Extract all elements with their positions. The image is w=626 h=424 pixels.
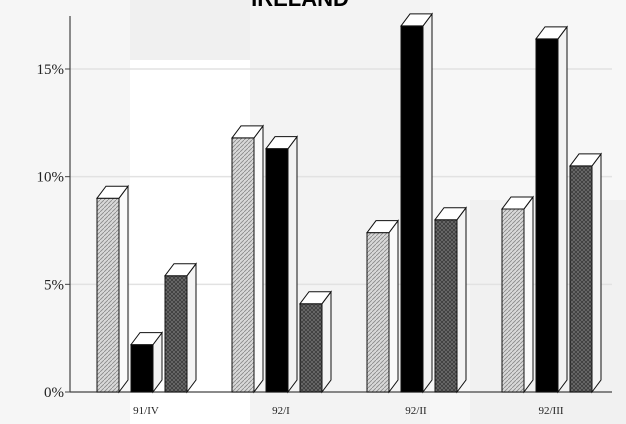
bars bbox=[96, 12, 602, 394]
chart-title: IRELAND bbox=[251, 0, 349, 11]
bar-side bbox=[557, 25, 568, 394]
bar bbox=[366, 219, 399, 394]
bar-front bbox=[96, 197, 120, 393]
bar-front bbox=[231, 137, 255, 393]
bar-front bbox=[299, 303, 323, 393]
bar-front bbox=[366, 232, 390, 393]
bar-side bbox=[186, 262, 197, 394]
bar bbox=[96, 184, 129, 394]
bar-side bbox=[422, 12, 433, 394]
bar-top bbox=[366, 220, 399, 234]
bar-side bbox=[456, 206, 467, 394]
y-tick-label: 5% bbox=[44, 277, 64, 293]
bar-front bbox=[535, 38, 559, 393]
bar-front bbox=[164, 275, 188, 393]
y-tick-label: 0% bbox=[44, 385, 64, 401]
bar-side bbox=[321, 290, 332, 394]
bar-side bbox=[388, 219, 399, 394]
x-tick-label: 91/IV bbox=[133, 405, 159, 417]
bar-side bbox=[287, 135, 298, 394]
bar-top bbox=[130, 332, 163, 346]
bar bbox=[299, 290, 332, 394]
bar bbox=[569, 152, 602, 394]
bar-top bbox=[164, 263, 197, 277]
bar-top bbox=[299, 291, 332, 305]
bar-front bbox=[501, 208, 525, 393]
bar bbox=[535, 25, 568, 394]
labels: 0% 5% 10% 15% 91/IV 92/I 92/II 92/III bbox=[37, 62, 564, 417]
bar bbox=[164, 262, 197, 394]
bar-side bbox=[118, 184, 129, 394]
bar-top bbox=[230, 125, 265, 139]
bar-top bbox=[535, 26, 568, 40]
bar-top bbox=[434, 207, 467, 221]
x-tick-label: 92/I bbox=[272, 405, 290, 417]
bar-front bbox=[130, 344, 154, 393]
y-tick-label: 15% bbox=[37, 62, 65, 78]
bar bbox=[130, 331, 163, 394]
bar-front bbox=[569, 165, 593, 393]
bar bbox=[230, 124, 265, 394]
bar-top bbox=[96, 185, 129, 199]
bar-front bbox=[434, 219, 458, 393]
bar-side bbox=[591, 152, 602, 394]
x-tick-label: 92/II bbox=[405, 405, 427, 417]
y-tick-label: 10% bbox=[37, 170, 65, 186]
bar bbox=[434, 206, 467, 394]
bar-side bbox=[253, 124, 264, 394]
bar-top bbox=[265, 136, 298, 150]
bar bbox=[400, 12, 433, 394]
bar-top bbox=[501, 196, 534, 210]
bar-top bbox=[400, 13, 433, 27]
bar bbox=[501, 195, 534, 394]
bar-top bbox=[569, 153, 602, 167]
bar bbox=[265, 135, 298, 394]
x-tick-label: 92/III bbox=[538, 405, 563, 417]
bar-side bbox=[523, 195, 534, 394]
bg-block bbox=[130, 0, 250, 60]
bar-front bbox=[400, 25, 424, 393]
bar-front bbox=[265, 148, 289, 393]
